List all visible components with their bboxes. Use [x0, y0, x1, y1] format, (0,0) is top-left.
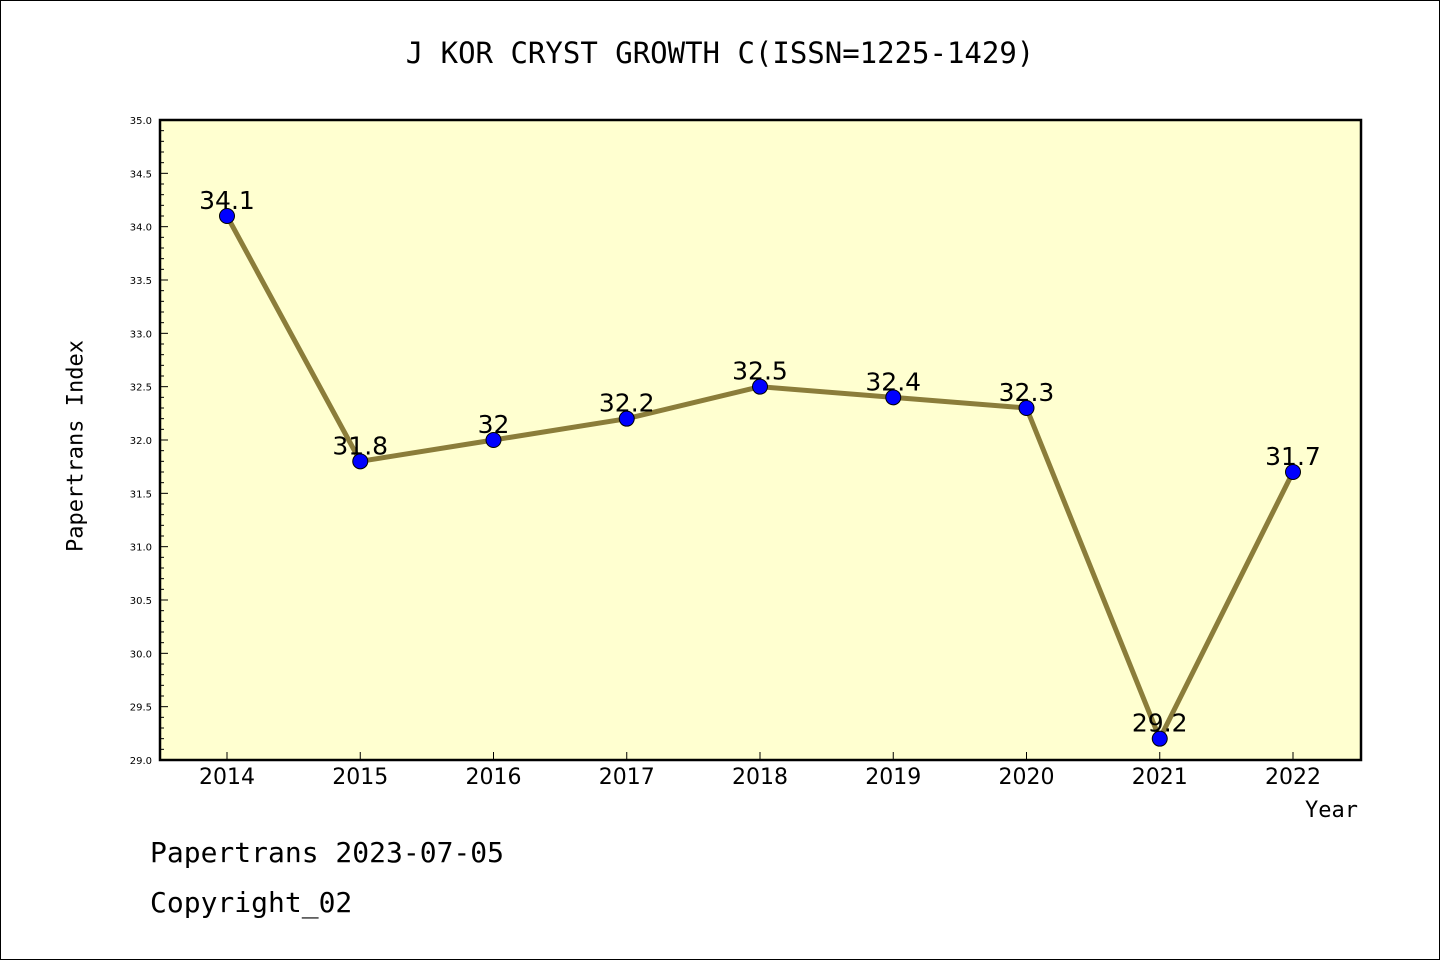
x-tick-label: 2015	[332, 765, 388, 790]
y-tick-label: 30.0	[130, 649, 152, 660]
footer-copyright: Copyright_02	[150, 886, 353, 919]
y-tick-label: 33.0	[130, 329, 152, 340]
plot-area	[160, 120, 1361, 760]
data-point	[485, 432, 502, 448]
y-tick-label: 30.5	[130, 596, 152, 607]
y-tick-label: 31.5	[130, 489, 152, 500]
data-label: 34.1	[199, 186, 255, 215]
data-point	[352, 453, 369, 470]
y-tick-label: 34.0	[130, 223, 152, 234]
data-point	[752, 378, 768, 395]
data-label: 31.7	[1265, 442, 1321, 471]
data-point	[618, 410, 635, 427]
x-tick-label: 2017	[599, 765, 655, 790]
x-tick-label: 2021	[1132, 765, 1188, 790]
data-point	[1151, 730, 1168, 747]
x-tick-label: 2018	[732, 765, 788, 790]
data-point	[885, 389, 902, 406]
y-tick-label: 29.0	[130, 756, 152, 767]
data-point	[1285, 464, 1301, 480]
x-tick-label: 2016	[466, 765, 522, 790]
chart-title: J KOR CRYST GROWTH C(ISSN=1225-1429)	[405, 36, 1035, 70]
y-tick-label: 31.0	[130, 543, 152, 554]
data-label: 32.4	[865, 367, 921, 396]
x-tick-label: 2014	[199, 765, 255, 790]
y-tick-label: 33.5	[130, 276, 152, 287]
data-point	[1018, 400, 1035, 416]
data-label: 32.3	[999, 378, 1055, 407]
footer-date: Papertrans 2023-07-05	[150, 836, 505, 869]
x-axis-label: Year	[1305, 798, 1358, 823]
y-tick-label: 32.5	[130, 383, 152, 394]
plot-border	[158, 118, 1363, 762]
y-tick-label: 29.5	[130, 703, 152, 714]
x-tick-label: 2022	[1265, 765, 1321, 790]
x-tick-label: 2020	[999, 765, 1055, 790]
data-label: 32	[478, 410, 510, 439]
y-tick-label: 32.0	[130, 436, 152, 447]
y-tick-label: 35.0	[130, 116, 152, 127]
data-label: 32.2	[599, 389, 655, 418]
x-tick-label: 2019	[865, 765, 921, 790]
data-label: 29.2	[1132, 709, 1188, 738]
y-tick-label: 34.5	[130, 169, 152, 180]
data-label: 31.8	[332, 431, 388, 460]
data-label: 32.5	[732, 357, 788, 386]
data-point	[219, 208, 235, 224]
